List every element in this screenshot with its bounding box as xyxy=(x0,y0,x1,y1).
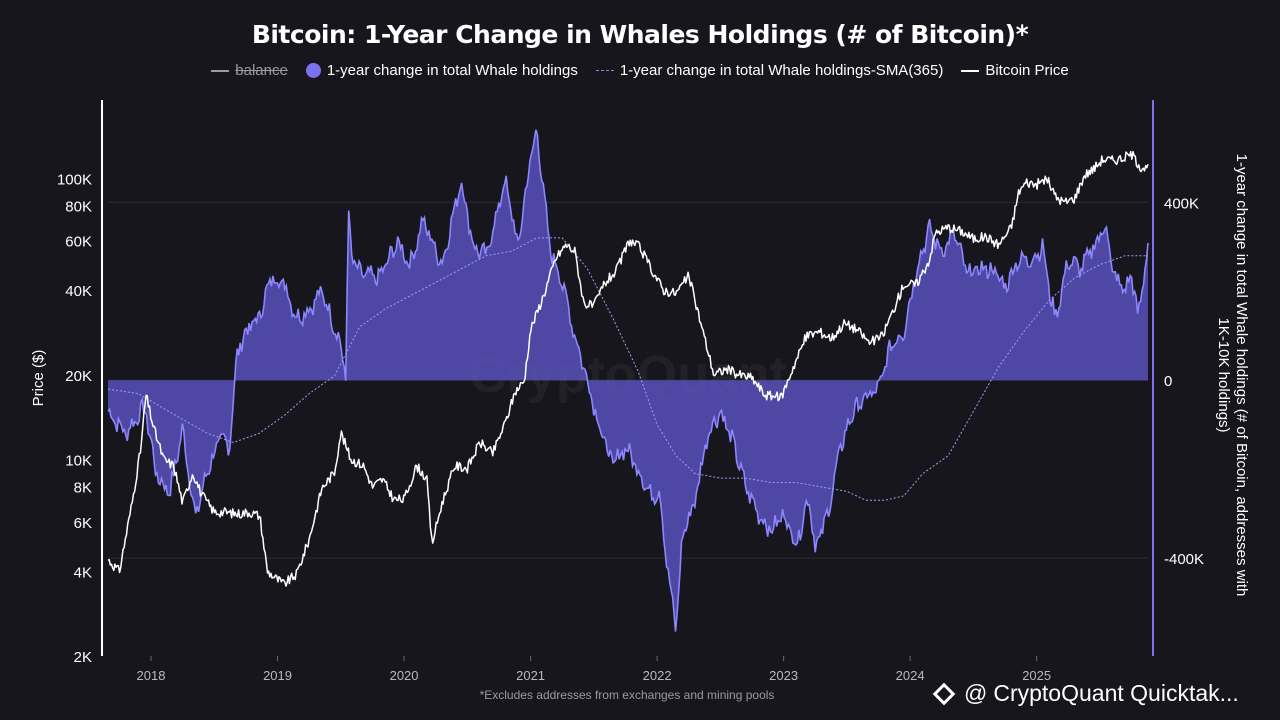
right-tick-label-0: 400K xyxy=(1164,195,1199,212)
legend-balance-swatch xyxy=(211,69,230,72)
left-tick-label-0: 2K xyxy=(74,649,92,666)
x-tick-label-3: 2021 xyxy=(516,668,545,683)
whale-change-area xyxy=(108,129,1148,632)
legend-btc-price-label: Bitcoin Price xyxy=(985,62,1069,79)
x-tick-label-0: 2018 xyxy=(137,668,166,683)
x-tick-label-1: 2019 xyxy=(263,668,292,683)
left-tick-label-3: 8K xyxy=(74,480,92,497)
whale-sma-line xyxy=(107,237,1148,501)
legend-btc-price[interactable]: Bitcoin Price xyxy=(961,62,1069,79)
legend-whale-sma-swatch xyxy=(595,70,614,71)
left-tick-label-1: 4K xyxy=(74,564,92,581)
legend-whale-sma[interactable]: 1-year change in total Whale holdings-SM… xyxy=(595,62,944,79)
left-tick-label-5: 20K xyxy=(65,368,92,385)
x-tick-label-5: 2023 xyxy=(769,668,798,683)
left-tick-label-2: 6K xyxy=(74,515,92,532)
left-axis-title: Price ($) xyxy=(30,350,47,407)
btc-price-line xyxy=(107,150,1149,587)
legend-whale-change[interactable]: 1-year change in total Whale holdings xyxy=(305,62,578,79)
right-axis-title-line-1: 1-year change in total Whale holdings (#… xyxy=(1233,154,1250,597)
x-tick-label-2: 2020 xyxy=(390,668,419,683)
right-tick-label-2: -400K xyxy=(1164,551,1204,568)
left-tick-label-7: 60K xyxy=(65,234,92,251)
legend-balance[interactable]: balance xyxy=(211,62,288,79)
watermark-brand-text: CryptoQuant Quicktak... xyxy=(993,680,1239,706)
watermark-brand: @ CryptoQuant Quicktak... xyxy=(932,680,1239,707)
binance-logo-icon xyxy=(932,682,956,705)
x-tick-label-7: 2025 xyxy=(1022,668,1051,683)
legend-whale-change-label: 1-year change in total Whale holdings xyxy=(326,62,578,79)
right-axis-title: 1-year change in total Whale holdings (#… xyxy=(1215,154,1250,597)
watermark-brand-at: @ xyxy=(964,680,988,706)
left-tick-label-6: 40K xyxy=(65,283,92,300)
x-tick-label-6: 2024 xyxy=(896,668,925,683)
whale-change-line xyxy=(107,129,1149,632)
x-tick-label-4: 2022 xyxy=(643,668,672,683)
right-axis-title-line-2: 1K-10K holdings) xyxy=(1215,317,1232,432)
legend-whale-change-swatch xyxy=(305,63,321,78)
chart-title: Bitcoin: 1-Year Change in Whales Holding… xyxy=(251,20,1029,49)
chart-legend: balance 1-year change in total Whale hol… xyxy=(0,62,1280,79)
left-tick-label-9: 100K xyxy=(57,171,92,188)
legend-whale-sma-label: 1-year change in total Whale holdings-SM… xyxy=(619,62,944,79)
legend-btc-price-swatch xyxy=(961,69,980,72)
right-tick-label-1: 0 xyxy=(1164,373,1172,390)
chart-footnote: *Excludes addresses from exchanges and m… xyxy=(479,688,775,702)
legend-balance-label: balance xyxy=(235,62,288,79)
left-tick-label-8: 80K xyxy=(65,199,92,216)
left-tick-label-4: 10K xyxy=(65,452,92,469)
